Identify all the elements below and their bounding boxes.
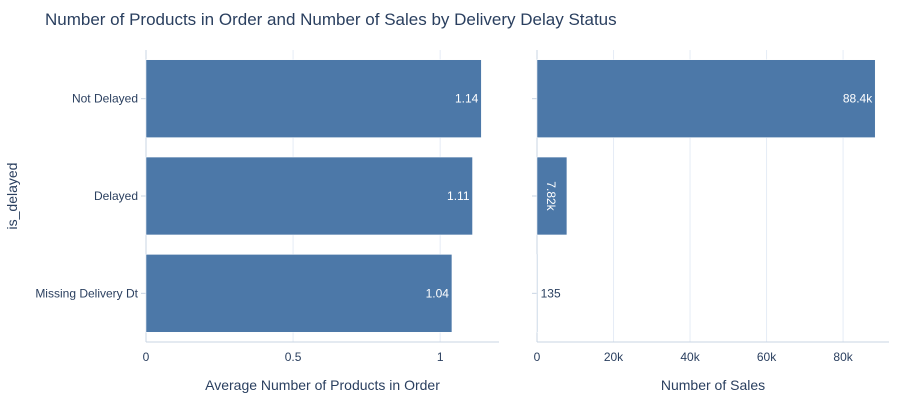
bar-data-label: 135 — [541, 286, 561, 300]
bar — [145, 59, 482, 138]
x-axis-title: Average Number of Products in Order — [205, 377, 440, 393]
bar — [536, 156, 568, 236]
bar — [145, 156, 473, 236]
bar-data-label: 88.4k — [843, 92, 873, 106]
x-tick-label: 60k — [757, 350, 777, 364]
x-tick-label: 0 — [143, 350, 150, 364]
y-tick-label: Missing Delivery Dt — [35, 286, 138, 300]
x-tick-label: 20k — [604, 350, 624, 364]
x-tick-label: 80k — [833, 350, 853, 364]
y-axis-title: is_delayed — [4, 163, 20, 230]
chart-panel-2: 88.4k 7.82k 135 0 20k 40k 60k 80k Number of Sale… — [532, 50, 889, 393]
x-axis-title: Number of Sales — [661, 377, 765, 393]
bar-data-label: 1.11 — [447, 189, 470, 203]
chart-title: Number of Products in Order and Number o… — [45, 10, 617, 29]
x-tick-label: 40k — [680, 350, 700, 364]
bar — [536, 254, 538, 333]
x-tick-label: 0.5 — [285, 350, 302, 364]
bar-data-label: 1.14 — [455, 92, 479, 106]
x-tick-label: 0 — [534, 350, 541, 364]
bar-data-label: 1.04 — [426, 286, 450, 300]
bar — [536, 59, 876, 138]
y-tick-label: Delayed — [94, 189, 138, 203]
bar — [145, 254, 453, 333]
bar-data-label: 7.82k — [544, 181, 558, 211]
chart-panel-1: 1.14 1.11 1.04 0 0.5 1 Average Number of Produ… — [141, 50, 499, 393]
y-tick-label: Not Delayed — [72, 92, 138, 106]
x-tick-label: 1 — [437, 350, 444, 364]
